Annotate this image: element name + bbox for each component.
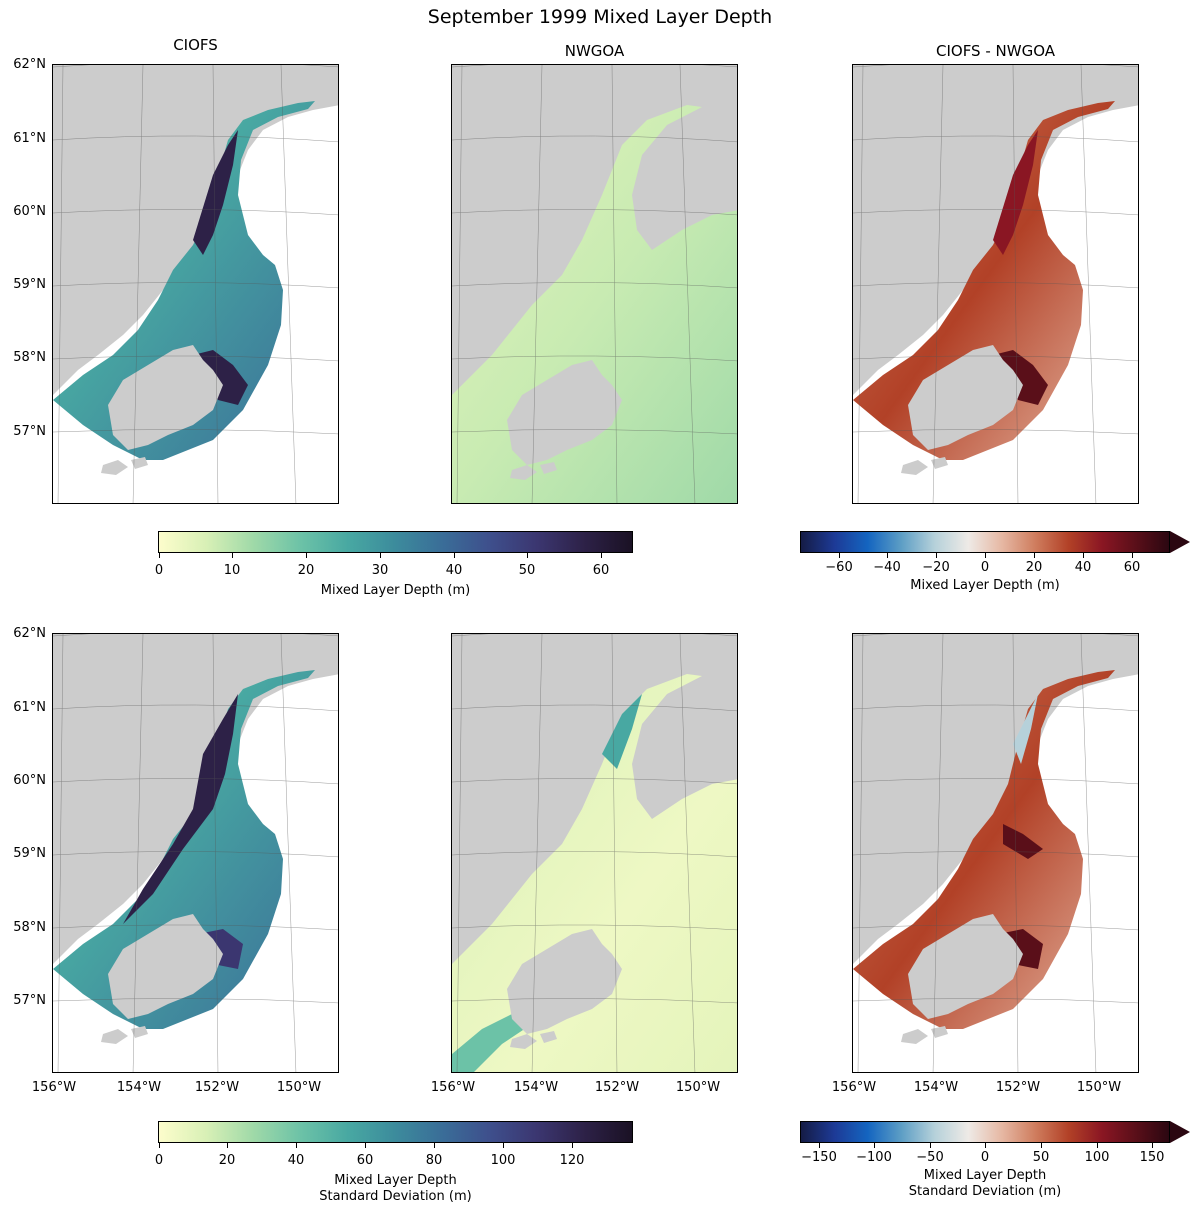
lat-label-60: 60°N: [13, 204, 46, 219]
colorbar-tick: 20: [218, 1153, 236, 1168]
map-ciofs-mean: [52, 64, 339, 504]
colorbar-tick: −100: [856, 1150, 892, 1165]
colorbar-tick: 100: [490, 1153, 516, 1168]
colorbar-tick: 40: [1074, 560, 1092, 575]
lon-label-152: 152°W: [995, 1080, 1041, 1095]
map-nwgoa-std: [451, 633, 738, 1073]
colorbar-tick: −50: [916, 1150, 944, 1165]
panel-title-diff: CIOFS - NWGOA: [935, 42, 1056, 60]
lat-label-59: 59°N: [13, 277, 46, 292]
colorbar-tick: 60: [1123, 560, 1141, 575]
colorbar-tick: 60: [356, 1153, 374, 1168]
colorbar-tick: 100: [1084, 1150, 1110, 1165]
lat-label-61: 61°N: [13, 700, 46, 715]
colorbar-tick: 40: [445, 563, 463, 578]
lat-label-62: 62°N: [13, 57, 46, 72]
panel-title-nwgoa: NWGOA: [564, 42, 625, 60]
colorbar-label-line1: Mixed Layer Depth: [923, 1168, 1047, 1183]
colorbar-extend-arrow: [1170, 1121, 1190, 1143]
colorbar-tick: 20: [1025, 560, 1043, 575]
colorbar-label: Mixed Layer Depth (m): [910, 578, 1060, 593]
lat-label-62: 62°N: [13, 626, 46, 641]
lon-label-152: 152°W: [594, 1080, 640, 1095]
lat-label-57: 57°N: [13, 993, 46, 1008]
colorbar-tick: 80: [425, 1153, 443, 1168]
colorbar-mld-std: [158, 1121, 633, 1143]
colorbar-tick: 10: [223, 563, 241, 578]
colorbar-label-line2: Standard Deviation (m): [319, 1189, 472, 1204]
lon-label-154: 154°W: [513, 1080, 559, 1095]
lon-label-150: 150°W: [675, 1080, 721, 1095]
colorbar-label: Mixed Layer Depth (m): [320, 583, 471, 598]
lat-label-57: 57°N: [13, 424, 46, 439]
lat-label-58: 58°N: [13, 920, 46, 935]
lon-label-156: 156°W: [31, 1080, 77, 1095]
map-nwgoa-mean: [451, 64, 738, 504]
colorbar-label-line1: Mixed Layer Depth: [334, 1173, 457, 1188]
colorbar-tick: 0: [154, 1153, 164, 1168]
colorbar-tick: −150: [801, 1150, 837, 1165]
lon-label-156: 156°W: [430, 1080, 476, 1095]
colorbar-tick: 30: [371, 563, 389, 578]
lon-label-152: 152°W: [194, 1080, 240, 1095]
colorbar-tick: 0: [154, 563, 164, 578]
map-ciofs-std: [52, 633, 339, 1073]
panel-title-ciofs: CIOFS: [173, 36, 218, 54]
colorbar-tick: 0: [980, 1150, 990, 1165]
colorbar-tick: −40: [873, 560, 901, 575]
lon-label-154: 154°W: [116, 1080, 162, 1095]
colorbar-extend-arrow: [1170, 531, 1190, 553]
colorbar-tick: 120: [559, 1153, 585, 1168]
lon-label-154: 154°W: [913, 1080, 959, 1095]
lat-label-58: 58°N: [13, 350, 46, 365]
colorbar-tick: 20: [297, 563, 315, 578]
colorbar-mld-diff: [800, 531, 1170, 553]
colorbar-tick: −60: [825, 560, 853, 575]
map-diff-std: [852, 633, 1139, 1073]
colorbar-std-diff: [800, 1121, 1170, 1143]
colorbar-tick: 150: [1139, 1150, 1165, 1165]
colorbar-tick: −20: [922, 560, 950, 575]
colorbar-tick: 60: [592, 563, 610, 578]
colorbar-tick: 50: [1032, 1150, 1050, 1165]
lon-label-156: 156°W: [831, 1080, 877, 1095]
figure-title: September 1999 Mixed Layer Depth: [427, 6, 773, 28]
colorbar-label-line2: Standard Deviation (m): [908, 1184, 1062, 1199]
colorbar-tick: 40: [287, 1153, 305, 1168]
lat-label-60: 60°N: [13, 773, 46, 788]
colorbar-mld-mean: [158, 531, 633, 553]
lon-label-150: 150°W: [276, 1080, 322, 1095]
map-diff-mean: [852, 64, 1139, 504]
lat-label-59: 59°N: [13, 846, 46, 861]
colorbar-tick: 50: [518, 563, 536, 578]
colorbar-tick: 0: [980, 560, 990, 575]
lon-label-150: 150°W: [1076, 1080, 1122, 1095]
lat-label-61: 61°N: [13, 131, 46, 146]
